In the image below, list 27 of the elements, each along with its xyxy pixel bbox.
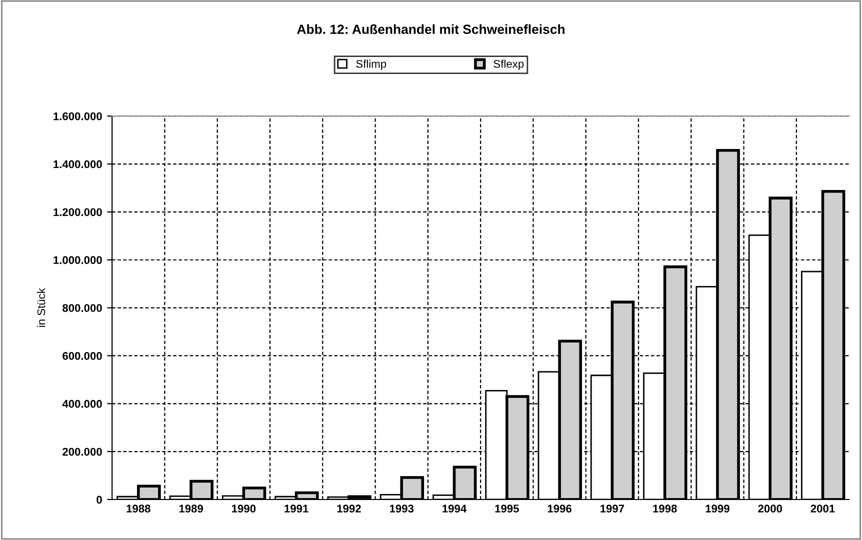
x-tick-label: 1991	[284, 504, 308, 513]
chart-title: Abb. 12: Außenhandel mit Schweinefleisch	[297, 24, 564, 34]
x-tick-label: 1998	[653, 504, 677, 513]
legend-label: Sflimp	[356, 60, 386, 70]
x-tick-label: 1999	[706, 504, 730, 513]
x-tick-label: 1993	[390, 504, 414, 513]
x-tick-label: 1997	[600, 504, 624, 513]
x-tick-label: 1995	[495, 504, 519, 513]
x-tick-label: 1996	[548, 504, 572, 513]
legend-label: Sflexp	[494, 60, 524, 70]
x-tick-label: 1992	[337, 504, 361, 513]
y-tick-label: 1.400.000	[54, 160, 102, 168]
y-tick-label: 800.000	[62, 304, 102, 312]
y-tick-label: 400.000	[62, 400, 102, 408]
y-axis-title: in Stück	[37, 288, 46, 327]
y-tick-label: 1.200.000	[54, 208, 102, 216]
x-tick-label: 2000	[758, 504, 782, 513]
y-tick-label: 0	[96, 496, 102, 504]
y-tick-label: 1.000.000	[54, 256, 102, 264]
x-tick-label: 2001	[810, 504, 835, 513]
x-tick-label: 1990	[232, 504, 256, 513]
x-tick-label: 1994	[442, 504, 467, 513]
x-tick-label: 1989	[179, 504, 203, 513]
y-tick-label: 200.000	[62, 448, 102, 456]
x-tick-label: 1988	[126, 504, 150, 513]
y-tick-label: 1.600.000	[54, 112, 102, 120]
y-tick-label: 600.000	[62, 352, 102, 360]
